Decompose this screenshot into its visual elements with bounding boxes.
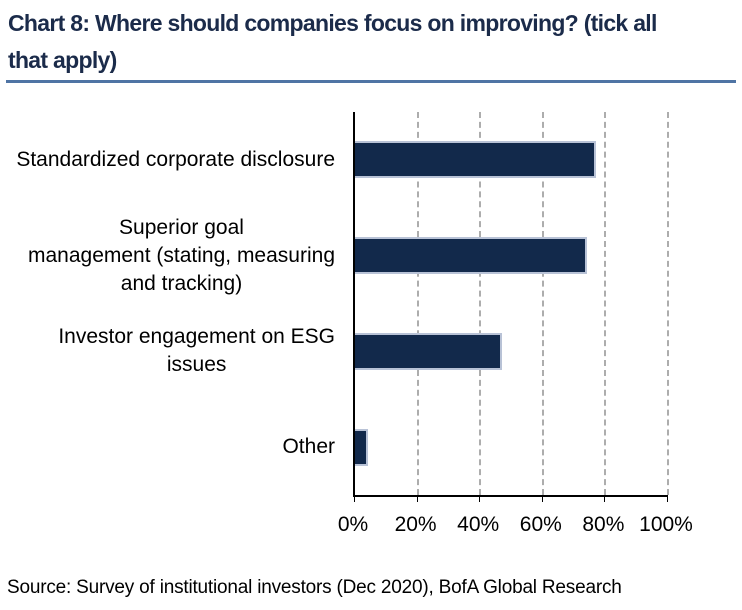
x-axis-labels: 0% 20% 40% 60% 80% 100% [338,513,693,541]
source-note: Source: Survey of institutional investor… [7,577,622,598]
x-axis-tick-label: 100% [639,513,693,536]
axis-tick [354,497,355,502]
x-axis-tick-label: 40% [457,513,500,536]
gridline [667,112,669,495]
category-label-text: Investor engagement on ESG issues [58,325,335,377]
bar-4 [355,428,368,466]
category-label-text: Other [282,435,335,459]
axis-tick [479,497,481,502]
bar-1 [355,141,596,179]
gridline [604,112,607,495]
plot-area [353,112,669,502]
x-axis-tick-label: 80% [582,513,625,536]
category-label-text: Superior goal management (stating, measu… [28,215,335,295]
gridline [541,112,544,495]
category-label: Investor engagement on ESG issues [0,304,348,400]
category-label: Superior goal management (stating, measu… [0,208,348,304]
x-axis-tick-label: 0% [337,513,369,536]
title-rule-divider [6,80,736,83]
axis-tick [541,497,543,502]
chart-title: Chart 8: Where should companies focus on… [8,10,657,73]
category-label-text: Standardized corporate disclosure [16,147,335,171]
category-label: Standardized corporate disclosure [0,112,348,208]
axis-tick [604,497,606,502]
category-labels: Standardized corporate disclosure Superio… [0,112,348,495]
bar-3 [355,332,503,370]
gridline [479,112,482,495]
axis-tick [667,497,668,502]
gridline [416,112,419,495]
x-axis-tick-label: 20% [394,513,437,536]
x-axis-tick-label: 60% [519,513,562,536]
bar-2 [355,237,587,275]
axis-tick [416,497,418,502]
category-label: Other [0,399,348,495]
